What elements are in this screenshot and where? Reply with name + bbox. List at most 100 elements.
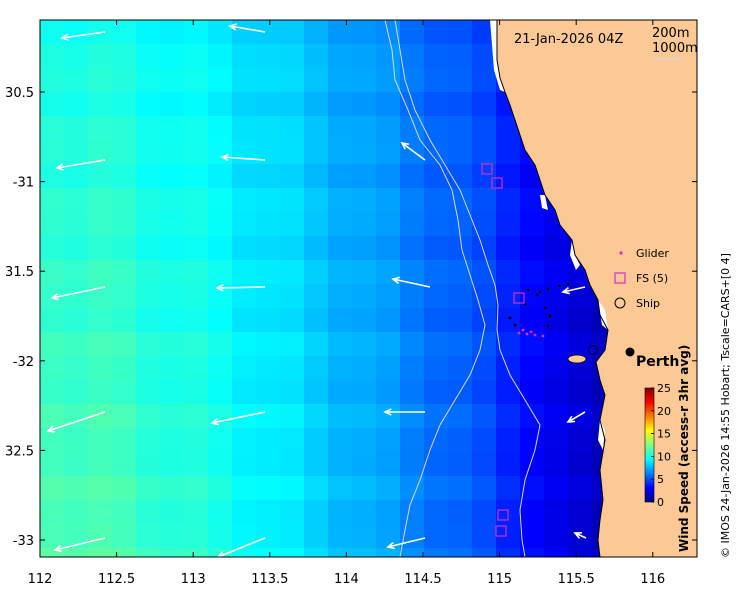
wind-cell <box>160 332 185 357</box>
y-axis: 30.5 -31 31.5 -32 32.5 -33 <box>5 86 697 549</box>
wind-cell <box>88 428 113 453</box>
wind-cell <box>376 164 401 189</box>
wind-cell <box>352 188 377 213</box>
wind-cell <box>400 428 425 453</box>
wind-cell <box>160 212 185 237</box>
x-tick-label: 115 <box>487 572 512 587</box>
wind-cell <box>280 476 305 501</box>
wind-cell <box>496 380 521 405</box>
wind-cell <box>400 20 425 45</box>
wind-cell <box>184 164 209 189</box>
wind-cell <box>232 68 257 93</box>
wind-cell <box>280 188 305 213</box>
colorbar-tick-label: 0 <box>657 496 664 509</box>
wind-cell <box>184 44 209 69</box>
wind-cell <box>112 308 137 333</box>
glider-dot <box>517 331 521 335</box>
wind-cell <box>136 452 161 477</box>
wind-cell <box>88 308 113 333</box>
wind-cell <box>256 188 281 213</box>
glider-dot <box>541 334 545 338</box>
wind-cell <box>88 212 113 237</box>
wind-cell <box>88 188 113 213</box>
wind-cell <box>112 68 137 93</box>
wind-cell <box>40 116 65 141</box>
wind-cell <box>232 332 257 357</box>
x-tick-label: 114 <box>334 572 359 587</box>
wind-cell <box>352 452 377 477</box>
wind-cell <box>376 356 401 381</box>
wind-cell <box>40 500 65 525</box>
wind-cell <box>472 476 497 501</box>
wind-cell <box>304 524 329 549</box>
glider-dot <box>521 328 525 332</box>
wind-cell <box>112 524 137 549</box>
wind-cell <box>376 548 401 557</box>
wind-cell <box>448 332 473 357</box>
wind-cell <box>184 428 209 453</box>
wind-cell <box>352 260 377 285</box>
wind-cell <box>280 356 305 381</box>
wind-cell <box>424 164 449 189</box>
wind-cell <box>424 524 449 549</box>
wind-cell <box>184 524 209 549</box>
credit-line: © IMOS 24-Jan-2026 14:55 Hobart; Tscale=… <box>719 253 732 558</box>
wind-cell <box>376 140 401 165</box>
x-axis: 112 112.5 113 113.5 114 114.5 115 115.5 116 <box>28 20 665 587</box>
wind-cell <box>160 92 185 117</box>
wind-cell <box>448 356 473 381</box>
wind-cell <box>256 236 281 261</box>
wind-cell <box>544 500 569 525</box>
wind-cell <box>376 404 401 429</box>
wind-cell <box>64 500 89 525</box>
wind-cell <box>400 92 425 117</box>
wind-cell <box>136 164 161 189</box>
wind-cell <box>184 476 209 501</box>
wind-arrow <box>566 411 586 423</box>
wind-cell <box>520 380 545 405</box>
fs-marker <box>481 163 493 175</box>
wind-cell <box>376 188 401 213</box>
timestamp: 21-Jan-2026 04Z <box>514 32 623 47</box>
wind-cell <box>520 452 545 477</box>
wind-cell <box>376 92 401 117</box>
wind-cell <box>544 428 569 453</box>
wind-cell <box>256 356 281 381</box>
wind-cell <box>328 500 353 525</box>
coastline <box>496 20 609 557</box>
wind-cell <box>136 188 161 213</box>
wind-cell <box>112 476 137 501</box>
wind-arrow <box>210 411 266 426</box>
wind-cell <box>184 404 209 429</box>
wind-cell <box>544 524 569 549</box>
wind-cell <box>136 284 161 309</box>
wind-cell <box>208 68 233 93</box>
wind-cell <box>160 116 185 141</box>
wind-cell <box>568 428 593 453</box>
wind-cell <box>448 380 473 405</box>
wind-cell <box>376 332 401 357</box>
wind-cell <box>544 380 569 405</box>
wind-cell <box>112 212 137 237</box>
wind-cell <box>112 500 137 525</box>
wind-cell <box>472 236 497 261</box>
wind-cell <box>64 44 89 69</box>
wind-cell <box>424 44 449 69</box>
fs-marker <box>491 177 503 189</box>
wind-cell <box>280 284 305 309</box>
wind-arrow <box>383 408 425 416</box>
x-tick-label: 115.5 <box>558 572 595 587</box>
wind-cell <box>400 236 425 261</box>
wind-cell <box>472 140 497 165</box>
wind-cell <box>400 164 425 189</box>
wind-cell <box>544 260 569 285</box>
wind-cell <box>304 20 329 45</box>
wind-cell <box>256 164 281 189</box>
wind-cell <box>160 524 185 549</box>
wind-cell <box>376 284 401 309</box>
wind-cell <box>232 356 257 381</box>
y-tick-label: 30.5 <box>5 86 34 101</box>
wind-cell <box>136 524 161 549</box>
wind-cell <box>40 212 65 237</box>
